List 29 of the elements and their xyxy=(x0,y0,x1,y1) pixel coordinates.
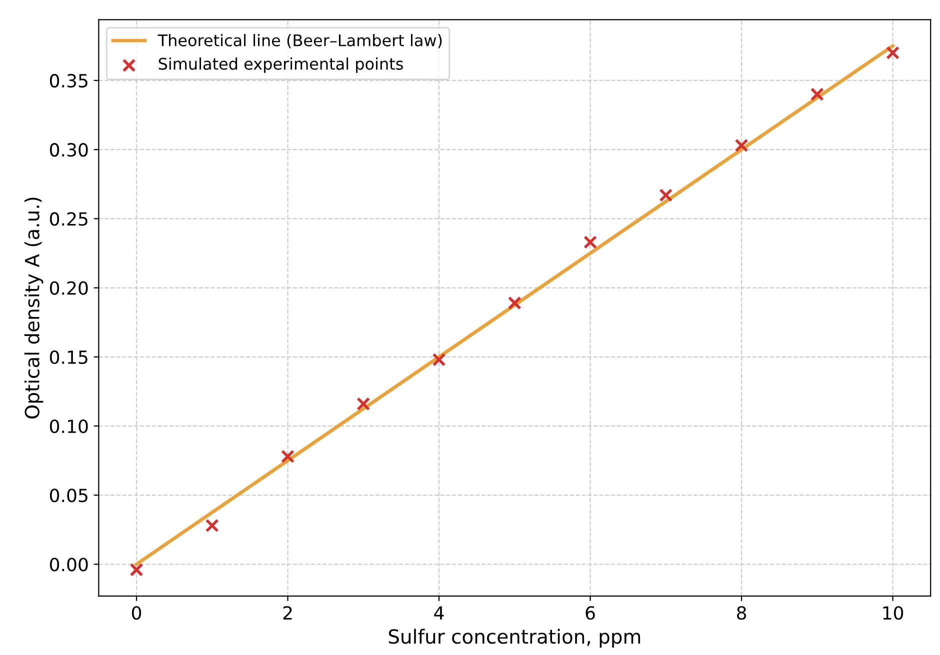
y-tick-label: 0.35 xyxy=(50,74,88,88)
x-tick-label: 8 xyxy=(737,606,746,620)
y-axis-title: Optical density A (a.u.) xyxy=(24,198,44,419)
y-tick-label: 0.10 xyxy=(50,419,88,434)
x-tick-label: 2 xyxy=(283,606,292,620)
x-axis-title: Sulfur concentration, ppm xyxy=(388,628,640,648)
point xyxy=(810,88,824,102)
point xyxy=(508,296,522,310)
point xyxy=(281,450,295,464)
y-tick-label: 0.25 xyxy=(50,212,88,226)
x-tick-label: 4 xyxy=(434,606,444,620)
point xyxy=(432,352,446,366)
y-tick-label: 0.05 xyxy=(50,488,88,502)
point xyxy=(205,518,219,532)
point xyxy=(356,397,370,411)
point xyxy=(584,235,598,249)
legend-label: Simulated experimental points xyxy=(158,57,403,73)
point xyxy=(886,46,900,60)
y-tick-label: 0.30 xyxy=(50,143,88,157)
legend-label: Theoretical line (Beer–Lambert law) xyxy=(158,34,442,48)
x-tick-label: 6 xyxy=(586,606,595,620)
point xyxy=(734,138,748,152)
x-tick-label: 0 xyxy=(132,606,142,620)
y-tick-label: 0.15 xyxy=(50,350,88,364)
x-tick-label: 10 xyxy=(883,606,904,620)
point xyxy=(659,188,673,202)
point xyxy=(130,563,144,577)
y-tick-label: 0.20 xyxy=(50,281,88,295)
y-tick-label: 0.00 xyxy=(50,558,88,572)
